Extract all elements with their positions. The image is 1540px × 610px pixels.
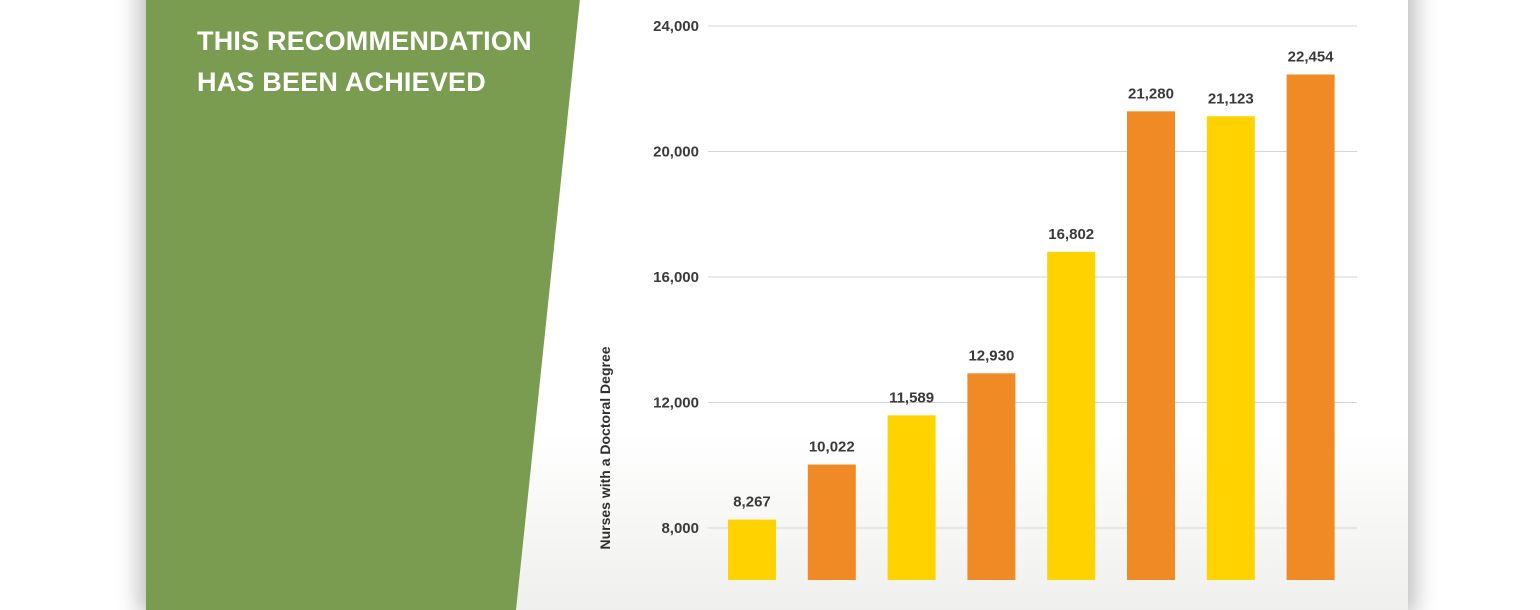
bar: [1127, 111, 1175, 580]
bar: [1206, 116, 1255, 580]
y-axis-ticks: 8,000 12,000 16,000 20,000 24,000: [653, 18, 699, 537]
bar: [807, 464, 856, 580]
bar: [728, 519, 776, 580]
bar-value-label: 10,022: [809, 439, 855, 456]
y-tick-label: 16,000: [653, 269, 699, 286]
gridlines: [708, 25, 1357, 529]
bar: [967, 373, 1016, 580]
bar-value-label: 8,267: [733, 494, 771, 511]
data-labels: 8,267 10,022 11,589 12,930 16,802 21,280 21,12…: [733, 49, 1334, 511]
bar-value-label: 22,454: [1288, 49, 1335, 66]
y-tick-label: 20,000: [653, 144, 699, 161]
y-tick-label: 24,000: [653, 18, 699, 35]
bar-value-label: 11,589: [889, 389, 934, 406]
bar: [887, 415, 936, 580]
headline-line-1: THIS RECOMMENDATION: [197, 26, 532, 56]
y-tick-label: 12,000: [653, 395, 699, 412]
achievement-headline: THIS RECOMMENDATION HAS BEEN ACHIEVED: [197, 21, 532, 103]
y-axis-title: Nurses with a Doctoral Degree: [597, 346, 613, 549]
recommendation-panel: [146, 0, 580, 610]
bar-value-label: 21,280: [1128, 85, 1174, 102]
y-tick-label: 8,000: [661, 520, 699, 537]
bar-value-label: 21,123: [1208, 90, 1254, 107]
doctoral-nurses-bar-chart: 8,000 12,000 16,000 20,000 24,000 8,267 10,02…: [597, 18, 1357, 580]
green-banner-shape: [146, 0, 580, 610]
report-card: [146, 0, 1408, 610]
bar-value-label: 16,802: [1048, 226, 1094, 243]
bars: [728, 74, 1335, 580]
bar-value-label: 12,930: [968, 347, 1014, 364]
headline-line-2: HAS BEEN ACHIEVED: [197, 67, 486, 97]
bar: [1286, 74, 1335, 580]
bar: [1047, 251, 1096, 580]
